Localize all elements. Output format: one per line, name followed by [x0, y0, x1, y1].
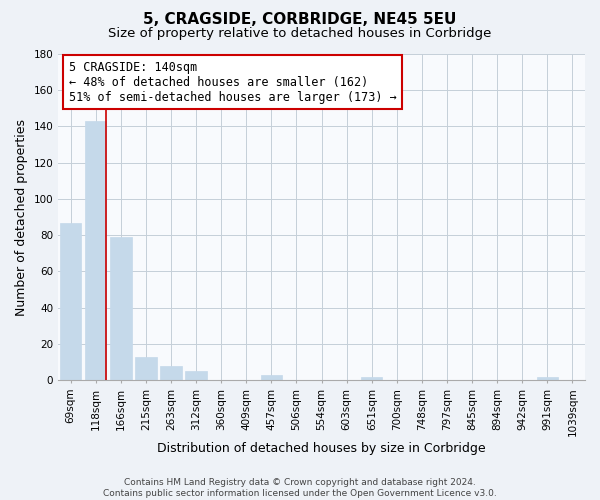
Y-axis label: Number of detached properties: Number of detached properties — [15, 118, 28, 316]
Bar — [185, 371, 207, 380]
Bar — [60, 222, 82, 380]
Bar — [361, 376, 382, 380]
Bar — [85, 121, 106, 380]
Bar — [110, 237, 131, 380]
Bar — [537, 376, 558, 380]
Text: 5 CRAGSIDE: 140sqm
← 48% of detached houses are smaller (162)
51% of semi-detach: 5 CRAGSIDE: 140sqm ← 48% of detached hou… — [69, 60, 397, 104]
Text: Size of property relative to detached houses in Corbridge: Size of property relative to detached ho… — [109, 28, 491, 40]
X-axis label: Distribution of detached houses by size in Corbridge: Distribution of detached houses by size … — [157, 442, 486, 455]
Bar — [261, 374, 282, 380]
Text: Contains HM Land Registry data © Crown copyright and database right 2024.
Contai: Contains HM Land Registry data © Crown c… — [103, 478, 497, 498]
Bar — [136, 356, 157, 380]
Text: 5, CRAGSIDE, CORBRIDGE, NE45 5EU: 5, CRAGSIDE, CORBRIDGE, NE45 5EU — [143, 12, 457, 28]
Bar — [160, 366, 182, 380]
